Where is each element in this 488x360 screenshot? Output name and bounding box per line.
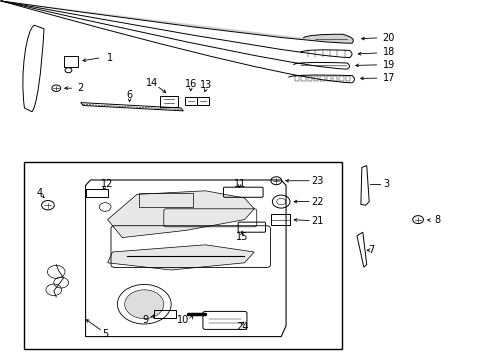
Text: 12: 12 [101, 179, 114, 189]
Bar [139, 193, 193, 207]
Text: 9: 9 [142, 315, 148, 325]
Text: 7: 7 [368, 245, 374, 255]
Bar [320, 76, 324, 81]
Bar [301, 76, 305, 81]
Bar [339, 76, 343, 81]
Text: 21: 21 [311, 216, 324, 226]
Text: 20: 20 [382, 33, 394, 43]
Text: 3: 3 [383, 179, 388, 189]
Text: 19: 19 [382, 60, 394, 70]
Bar [154, 310, 176, 318]
Text: 22: 22 [311, 197, 324, 207]
Bar [294, 76, 299, 81]
Bar [63, 56, 78, 67]
Bar [160, 96, 177, 107]
Bar [24, 162, 342, 349]
Text: 1: 1 [107, 53, 113, 63]
Bar [271, 214, 289, 225]
Text: 16: 16 [184, 78, 197, 89]
Text: 17: 17 [382, 73, 394, 83]
Text: 5: 5 [102, 329, 108, 339]
Bar [345, 76, 349, 81]
Bar [332, 76, 337, 81]
Text: 23: 23 [311, 176, 324, 186]
Text: 14: 14 [145, 78, 158, 88]
Bar [197, 97, 208, 105]
Text: 4: 4 [37, 188, 43, 198]
Text: 24: 24 [235, 322, 248, 332]
Text: 18: 18 [382, 47, 394, 57]
Text: 13: 13 [200, 80, 212, 90]
Text: 11: 11 [233, 179, 245, 189]
Bar [85, 189, 107, 197]
Text: 2: 2 [78, 83, 83, 93]
Bar [184, 97, 196, 105]
Bar [307, 76, 311, 81]
Circle shape [124, 290, 163, 319]
Bar [313, 76, 318, 81]
Polygon shape [107, 191, 254, 238]
Bar [326, 76, 330, 81]
Polygon shape [107, 245, 254, 270]
Text: 6: 6 [126, 90, 132, 100]
Text: 8: 8 [434, 215, 440, 225]
Text: 10: 10 [177, 315, 189, 325]
PathPatch shape [303, 34, 352, 43]
Text: 15: 15 [235, 232, 248, 242]
